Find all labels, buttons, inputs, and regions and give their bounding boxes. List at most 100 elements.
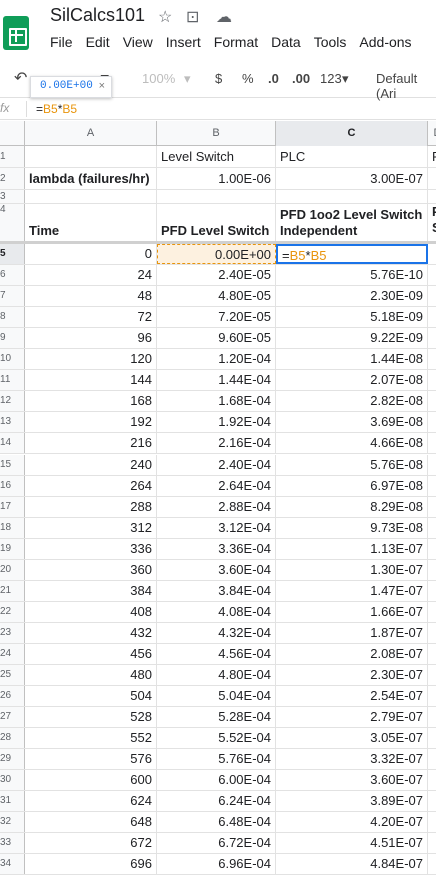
move-folder-icon[interactable]: ⊡ — [186, 9, 200, 26]
active-cell-editor[interactable]: =B5*B5 — [276, 244, 428, 265]
cell-a[interactable]: 192 — [25, 412, 157, 433]
cell-a[interactable]: lambda (failures/hr) — [25, 168, 157, 189]
cell-d[interactable] — [428, 812, 436, 832]
cell-d[interactable] — [428, 623, 436, 643]
cell-c[interactable]: 1.30E-07 — [276, 559, 428, 580]
row-header[interactable]: 30 — [0, 770, 25, 791]
cell-a[interactable]: 648 — [25, 812, 157, 833]
row-header[interactable]: 1 — [0, 146, 25, 167]
cell-c[interactable]: 4.84E-07 — [276, 854, 428, 875]
cell-d[interactable] — [428, 560, 436, 580]
sheets-logo-icon[interactable] — [3, 16, 29, 50]
row-header[interactable]: 20 — [0, 559, 25, 580]
cell-c[interactable]: 3.32E-07 — [276, 749, 428, 770]
menu-file[interactable]: File — [50, 34, 73, 50]
menu-edit[interactable]: Edit — [85, 34, 110, 50]
cell-b[interactable]: 5.76E-04 — [157, 749, 276, 770]
cell-a[interactable] — [25, 190, 157, 203]
cell-c[interactable]: 9.73E-08 — [276, 517, 428, 538]
cell-b[interactable]: 2.16E-04 — [157, 433, 276, 454]
cell-b[interactable]: 5.28E-04 — [157, 707, 276, 728]
column-header-a[interactable]: A — [25, 121, 157, 146]
cell-d[interactable] — [428, 412, 436, 432]
row-header[interactable]: 22 — [0, 601, 25, 622]
row-header[interactable]: 5 — [0, 244, 25, 265]
increase-decimal-button[interactable]: .00 — [292, 71, 311, 86]
menu-insert[interactable]: Insert — [165, 34, 201, 50]
cell-a[interactable]: 336 — [25, 538, 157, 559]
cloud-status-icon[interactable]: ☁ — [216, 9, 232, 26]
row-header[interactable]: 19 — [0, 538, 25, 559]
column-header-b[interactable]: B — [157, 121, 276, 146]
row-header[interactable]: 4 — [0, 204, 25, 241]
cell-a[interactable]: 24 — [25, 265, 157, 286]
menu-data[interactable]: Data — [271, 34, 301, 50]
row-header[interactable]: 11 — [0, 370, 25, 391]
cell-c[interactable] — [276, 190, 428, 203]
cell-a[interactable]: 48 — [25, 286, 157, 307]
row-header[interactable]: 24 — [0, 643, 25, 664]
row-header[interactable]: 26 — [0, 686, 25, 707]
row-header[interactable]: 13 — [0, 412, 25, 433]
cell-b[interactable]: 6.96E-04 — [157, 854, 276, 875]
currency-format-button[interactable]: $ — [215, 71, 223, 86]
cell-b[interactable] — [157, 190, 276, 203]
font-select[interactable]: Default (Ari — [376, 71, 418, 101]
cell-a[interactable]: 312 — [25, 517, 157, 538]
cell-b[interactable]: 2.64E-04 — [157, 475, 276, 496]
cell-b[interactable]: 3.36E-04 — [157, 538, 276, 559]
cell-b[interactable]: 1.44E-04 — [157, 370, 276, 391]
formula-input[interactable]: =B5*B5 — [36, 102, 78, 116]
cell-b[interactable]: 6.24E-04 — [157, 791, 276, 812]
decrease-decimal-button[interactable]: .0 — [268, 71, 279, 86]
cell-d[interactable] — [428, 244, 436, 264]
cell-b[interactable]: 1.20E-04 — [157, 349, 276, 370]
percent-format-button[interactable]: % — [242, 71, 254, 86]
row-header[interactable]: 21 — [0, 580, 25, 601]
cell-c[interactable]: 4.66E-08 — [276, 433, 428, 454]
row-header[interactable]: 14 — [0, 433, 25, 454]
row-header[interactable]: 33 — [0, 833, 25, 854]
column-header-d[interactable]: D — [428, 121, 436, 146]
cell-c[interactable]: 3.05E-07 — [276, 728, 428, 749]
cell-c[interactable]: 5.18E-09 — [276, 307, 428, 328]
cell-d[interactable] — [428, 581, 436, 601]
cell-c[interactable]: PFD 1oo2 Level Switch Independent — [276, 204, 428, 241]
cell-b[interactable]: 6.72E-04 — [157, 833, 276, 854]
cell-b[interactable]: 2.40E-04 — [157, 454, 276, 475]
zoom-select[interactable]: 100% — [142, 71, 176, 86]
cell-a[interactable]: 240 — [25, 454, 157, 475]
cell-b[interactable]: 4.08E-04 — [157, 601, 276, 622]
cell-c[interactable]: 5.76E-08 — [276, 454, 428, 475]
row-header[interactable]: 12 — [0, 391, 25, 412]
cell-a[interactable]: 456 — [25, 643, 157, 664]
cell-b[interactable]: 0.00E+00 — [157, 244, 276, 265]
cell-d[interactable] — [428, 770, 436, 790]
cell-c[interactable]: 1.66E-07 — [276, 601, 428, 622]
cell-b[interactable]: 4.80E-04 — [157, 665, 276, 686]
cell-a[interactable]: 552 — [25, 728, 157, 749]
cell-d[interactable] — [428, 539, 436, 559]
cell-a[interactable]: 360 — [25, 559, 157, 580]
cell-d[interactable] — [428, 391, 436, 411]
cell-c[interactable]: 5.76E-10 — [276, 265, 428, 286]
cell-a[interactable]: 264 — [25, 475, 157, 496]
cell-d[interactable] — [428, 476, 436, 496]
more-formats-dropdown-icon[interactable]: ▾ — [342, 71, 349, 86]
row-header[interactable]: 27 — [0, 707, 25, 728]
cell-a[interactable]: 528 — [25, 707, 157, 728]
undo-icon[interactable]: ↶ — [14, 70, 28, 87]
cell-b[interactable]: 2.40E-05 — [157, 265, 276, 286]
cell-d[interactable] — [428, 190, 436, 203]
row-header[interactable]: 34 — [0, 854, 25, 875]
row-header[interactable]: 18 — [0, 517, 25, 538]
cell-a[interactable]: 576 — [25, 749, 157, 770]
cell-d[interactable] — [428, 791, 436, 811]
cell-b[interactable]: 3.84E-04 — [157, 580, 276, 601]
row-header[interactable]: 16 — [0, 475, 25, 496]
row-header[interactable]: 23 — [0, 622, 25, 643]
cell-b[interactable]: 6.00E-04 — [157, 770, 276, 791]
cell-c[interactable]: 2.07E-08 — [276, 370, 428, 391]
cell-d[interactable] — [428, 433, 436, 453]
tooltip-close-icon[interactable]: × — [98, 80, 105, 92]
